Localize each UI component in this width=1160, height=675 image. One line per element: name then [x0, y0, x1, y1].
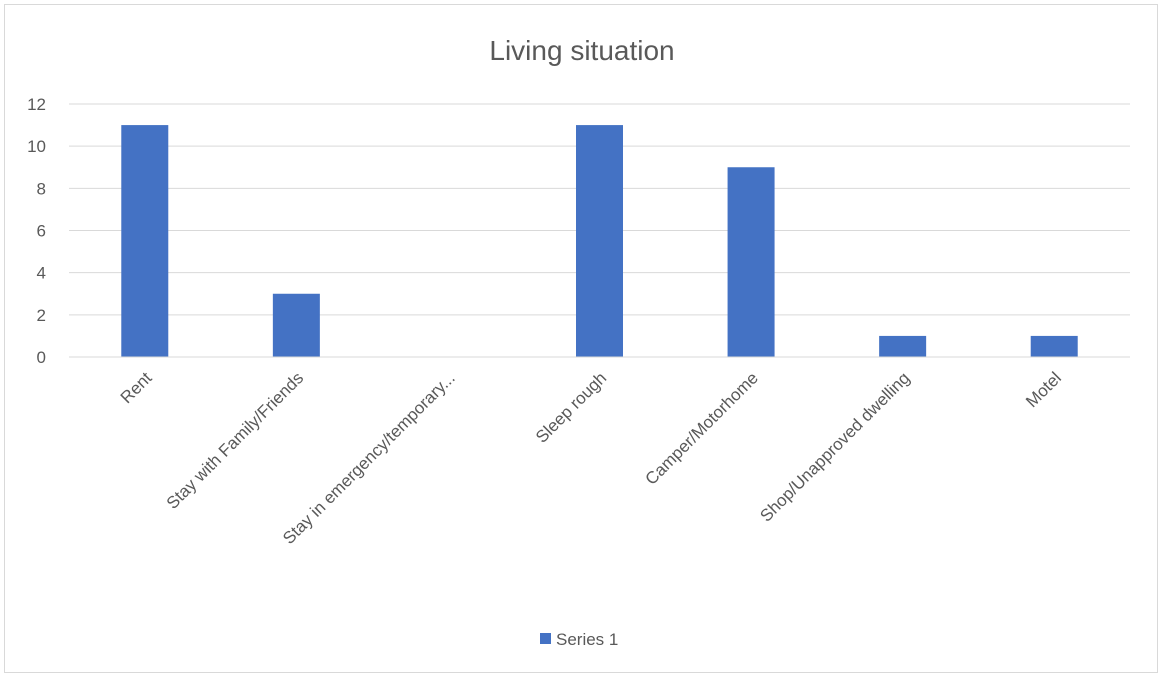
chart-title: Living situation	[489, 35, 674, 66]
y-tick-label: 12	[27, 95, 46, 114]
x-tick-label: Camper/Motorhome	[642, 368, 762, 488]
y-tick-label: 6	[37, 222, 46, 241]
x-tick-label: Rent	[117, 368, 156, 407]
x-tick-label: Sleep rough	[532, 368, 610, 446]
legend-label-series-1: Series 1	[556, 630, 618, 649]
y-axis-ticks: 0 2 4 6 8 10 12	[27, 95, 46, 367]
bars	[121, 125, 1078, 357]
bar-camper-motorhome	[727, 167, 775, 357]
x-tick-label: Stay with Family/Friends	[163, 368, 307, 512]
bar-sleep-rough	[576, 125, 623, 357]
y-tick-label: 8	[37, 179, 46, 198]
bar-shop-unapproved-dwelling	[879, 335, 927, 357]
x-tick-label: Motel	[1022, 368, 1065, 411]
x-tick-label: Stay in emergency/temporary...	[279, 368, 459, 548]
y-tick-label: 10	[27, 137, 46, 156]
bar-rent	[121, 125, 169, 357]
legend: Series 1	[540, 630, 618, 649]
y-tick-label: 4	[37, 264, 46, 283]
x-tick-label: Shop/Unapproved dwelling	[756, 368, 913, 525]
bar-stay-with-family-friends	[272, 293, 320, 357]
y-tick-label: 2	[37, 306, 46, 325]
legend-swatch-series-1	[540, 633, 551, 644]
y-tick-label: 0	[37, 348, 46, 367]
bar-motel	[1030, 335, 1078, 357]
